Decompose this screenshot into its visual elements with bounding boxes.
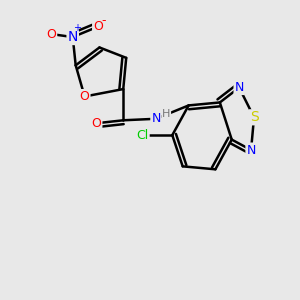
Text: N: N xyxy=(235,81,244,94)
Text: O: O xyxy=(80,90,89,103)
Text: N: N xyxy=(246,143,256,157)
Text: N: N xyxy=(151,112,160,125)
Text: -: - xyxy=(101,14,106,27)
Text: H: H xyxy=(162,109,170,119)
Text: O: O xyxy=(92,117,101,130)
Text: S: S xyxy=(250,110,258,124)
Text: +: + xyxy=(73,22,81,32)
Text: N: N xyxy=(68,30,78,44)
Text: O: O xyxy=(93,20,103,33)
Text: O: O xyxy=(46,28,56,40)
Text: Cl: Cl xyxy=(136,129,149,142)
